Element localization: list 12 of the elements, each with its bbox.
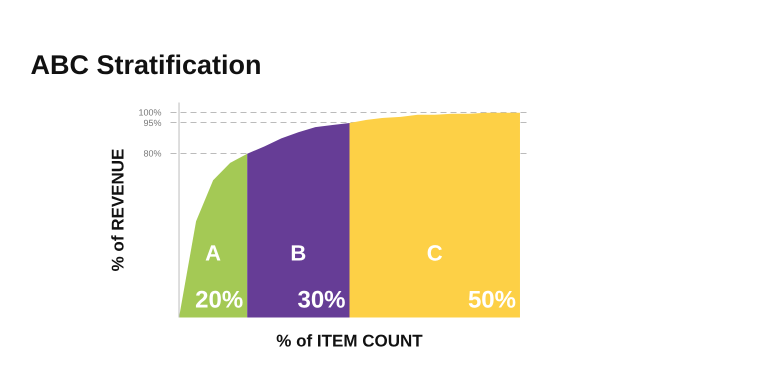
series-label: A [205, 240, 222, 266]
y-tick-label: 95% [143, 118, 162, 128]
annotation: 50% [468, 286, 516, 314]
annotation: 20% [195, 286, 244, 314]
series-label: B [290, 240, 306, 266]
y-tick-label: 100% [138, 108, 162, 118]
chart-title: ABC Stratification [30, 50, 262, 80]
y-axis-title: % of REVENUE [108, 148, 128, 272]
y-tick-label: 80% [143, 148, 162, 159]
annotation: 30% [297, 286, 346, 314]
series-label: C [426, 240, 443, 266]
x-axis-title: % of ITEM COUNT [276, 332, 424, 350]
